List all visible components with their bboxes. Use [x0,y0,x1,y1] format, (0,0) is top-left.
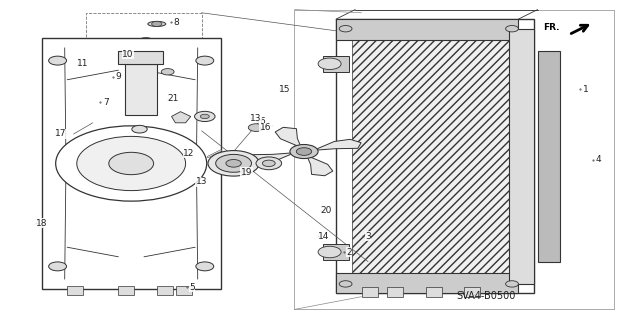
Circle shape [506,26,518,32]
Text: 20: 20 [321,206,332,215]
Polygon shape [352,40,509,273]
Circle shape [49,56,67,65]
Circle shape [196,56,214,65]
Circle shape [152,21,162,26]
Polygon shape [323,56,349,72]
Text: 7: 7 [103,98,108,107]
Text: FR.: FR. [543,23,560,32]
Circle shape [506,281,518,287]
Text: 6: 6 [260,117,265,126]
Circle shape [49,262,67,271]
Text: 18: 18 [36,219,47,228]
Polygon shape [172,112,191,123]
Polygon shape [362,287,378,297]
Text: 15: 15 [279,85,291,94]
Text: 8: 8 [173,18,179,27]
Text: 17: 17 [55,130,67,138]
Polygon shape [538,51,560,262]
Polygon shape [118,51,163,64]
Polygon shape [336,19,518,40]
Polygon shape [464,287,480,297]
Text: SVA4-B0500: SVA4-B0500 [457,292,516,301]
Circle shape [226,160,241,167]
Text: 4: 4 [596,155,601,164]
Polygon shape [247,153,292,164]
Ellipse shape [115,47,160,55]
Text: 9: 9 [116,72,121,81]
Text: 10: 10 [122,50,134,59]
Circle shape [248,124,264,131]
Circle shape [77,137,186,191]
Text: 11: 11 [77,59,89,68]
Polygon shape [336,273,518,293]
Polygon shape [125,64,157,115]
Circle shape [339,281,352,287]
Circle shape [161,69,174,75]
Polygon shape [275,127,301,146]
Polygon shape [509,29,534,284]
Text: 21: 21 [167,94,179,103]
Circle shape [208,151,259,176]
Circle shape [195,111,215,122]
Circle shape [262,160,275,167]
Text: 12: 12 [183,149,195,158]
Ellipse shape [140,38,152,42]
Polygon shape [157,286,173,295]
Circle shape [290,145,318,159]
Polygon shape [67,286,83,295]
Text: 16: 16 [260,123,271,132]
Text: 13: 13 [250,114,262,122]
Polygon shape [323,244,349,260]
Polygon shape [336,19,534,293]
Text: 2: 2 [346,248,351,256]
Polygon shape [42,38,221,289]
Ellipse shape [148,21,166,26]
Text: 19: 19 [241,168,252,177]
Text: 5: 5 [189,283,195,292]
Polygon shape [316,139,361,150]
Circle shape [109,152,154,175]
Circle shape [200,114,209,119]
Text: 3: 3 [365,232,371,241]
Text: 1: 1 [583,85,588,94]
Polygon shape [176,286,192,295]
Ellipse shape [122,55,136,60]
Circle shape [216,154,252,172]
Circle shape [318,246,341,258]
Text: 14: 14 [317,232,329,241]
Circle shape [196,262,214,271]
Polygon shape [426,287,442,297]
Polygon shape [118,286,134,295]
Circle shape [56,126,207,201]
Text: 13: 13 [196,177,207,186]
Circle shape [256,157,282,170]
Circle shape [318,58,341,70]
Circle shape [339,26,352,32]
Circle shape [132,125,147,133]
Circle shape [296,148,312,155]
Polygon shape [387,287,403,297]
Polygon shape [307,157,333,176]
